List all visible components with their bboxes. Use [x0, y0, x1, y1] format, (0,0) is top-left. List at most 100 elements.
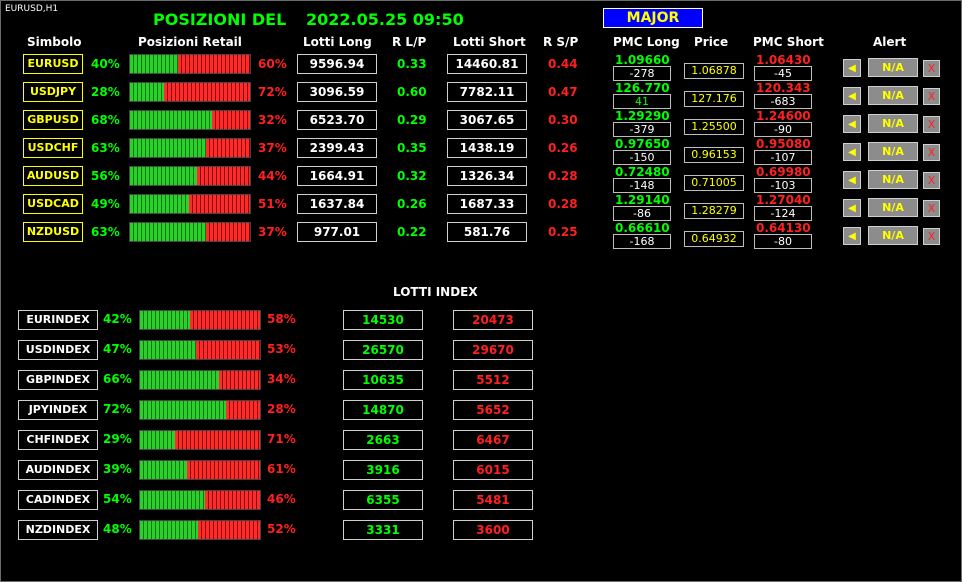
header-simbolo: Simbolo	[27, 35, 82, 49]
retail-bar	[129, 166, 251, 186]
index-button-jpyindex[interactable]: JPYINDEX	[18, 400, 98, 420]
symbol-button-nzdusd[interactable]: NZDUSD	[23, 222, 83, 242]
index-bar-short-fill	[205, 491, 260, 509]
pmc-short-diff: -80	[754, 234, 812, 249]
alert-value-button[interactable]: N/A	[868, 170, 918, 189]
symbol-button-gbpusd[interactable]: GBPUSD	[23, 110, 83, 130]
index-button-cadindex[interactable]: CADINDEX	[18, 490, 98, 510]
r-lp-value: 0.32	[397, 169, 427, 183]
index-short-lots: 29670	[453, 340, 533, 360]
r-sp-value: 0.28	[548, 169, 578, 183]
alert-bell-icon[interactable]: ◀	[843, 227, 861, 245]
index-bar	[139, 310, 261, 330]
alert-value-button[interactable]: N/A	[868, 86, 918, 105]
index-button-chfindex[interactable]: CHFINDEX	[18, 430, 98, 450]
megaphone-icon: ◀	[848, 202, 856, 214]
index-button-gbpindex[interactable]: GBPINDEX	[18, 370, 98, 390]
index-bar-long-fill	[140, 491, 205, 509]
r-lp-value: 0.29	[397, 113, 427, 127]
pmc-short-diff: -683	[754, 94, 812, 109]
price-value: 0.64932	[684, 231, 744, 247]
index-short-lots: 5652	[453, 400, 533, 420]
alert-bell-icon[interactable]: ◀	[843, 59, 861, 77]
symbol-button-audusd[interactable]: AUDUSD	[23, 166, 83, 186]
alert-bell-icon[interactable]: ◀	[843, 115, 861, 133]
header-r-sp: R S/P	[543, 35, 579, 49]
index-button-nzdindex[interactable]: NZDINDEX	[18, 520, 98, 540]
index-long-percent: 54%	[103, 492, 132, 506]
long-percent: 63%	[91, 225, 120, 239]
index-long-lots: 10635	[343, 370, 423, 390]
symbol-button-usdcad[interactable]: USDCAD	[23, 194, 83, 214]
pmc-long-diff: -168	[613, 234, 671, 249]
alert-bell-icon[interactable]: ◀	[843, 87, 861, 105]
alert-value-button[interactable]: N/A	[868, 58, 918, 77]
index-short-lots: 3600	[453, 520, 533, 540]
pmc-short-value: 1.06430	[756, 53, 811, 67]
retail-bar	[129, 54, 251, 74]
index-bar-long-fill	[140, 341, 196, 359]
index-bar-short-fill	[226, 401, 260, 419]
lotti-short-box: 581.76	[447, 222, 527, 242]
index-bar-short-fill	[198, 521, 260, 539]
index-long-lots: 3331	[343, 520, 423, 540]
alert-delete-button[interactable]: X	[923, 60, 940, 77]
index-bar	[139, 490, 261, 510]
lotti-short-box: 1687.33	[447, 194, 527, 214]
r-sp-value: 0.47	[548, 85, 578, 99]
retail-bar-short-fill	[206, 139, 250, 157]
alert-delete-button[interactable]: X	[923, 116, 940, 133]
index-bar	[139, 340, 261, 360]
alert-value-button[interactable]: N/A	[868, 226, 918, 245]
index-short-percent: 34%	[267, 372, 296, 386]
symbol-button-eurusd[interactable]: EURUSD	[23, 54, 83, 74]
short-percent: 60%	[258, 57, 287, 71]
megaphone-icon: ◀	[848, 62, 856, 74]
long-percent: 68%	[91, 113, 120, 127]
index-button-eurindex[interactable]: EURINDEX	[18, 310, 98, 330]
alert-delete-button[interactable]: X	[923, 88, 940, 105]
page-title: POSIZIONI DEL	[153, 10, 287, 29]
lotti-long-box: 9596.94	[297, 54, 377, 74]
short-percent: 37%	[258, 141, 287, 155]
index-short-lots: 6467	[453, 430, 533, 450]
alert-bell-icon[interactable]: ◀	[843, 171, 861, 189]
alert-value-button[interactable]: N/A	[868, 198, 918, 217]
alert-value-button[interactable]: N/A	[868, 114, 918, 133]
alert-bell-icon[interactable]: ◀	[843, 143, 861, 161]
alert-delete-button[interactable]: X	[923, 172, 940, 189]
retail-bar	[129, 82, 251, 102]
symbol-button-usdchf[interactable]: USDCHF	[23, 138, 83, 158]
header-lotti-short: Lotti Short	[453, 35, 526, 49]
r-lp-value: 0.26	[397, 197, 427, 211]
retail-bar-short-fill	[206, 223, 250, 241]
major-button[interactable]: MAJOR	[603, 8, 703, 28]
alert-delete-button[interactable]: X	[923, 228, 940, 245]
symbol-button-usdjpy[interactable]: USDJPY	[23, 82, 83, 102]
index-short-percent: 58%	[267, 312, 296, 326]
r-lp-value: 0.33	[397, 57, 427, 71]
retail-bar-long-fill	[130, 55, 178, 73]
alert-delete-button[interactable]: X	[923, 144, 940, 161]
chart-symbol-label: EURUSD,H1	[5, 4, 59, 14]
retail-bar-short-fill	[197, 167, 250, 185]
retail-bar-short-fill	[212, 111, 250, 129]
pmc-short-value: 0.64130	[756, 221, 811, 235]
alert-delete-button[interactable]: X	[923, 200, 940, 217]
price-value: 0.71005	[684, 175, 744, 191]
long-percent: 40%	[91, 57, 120, 71]
index-button-audindex[interactable]: AUDINDEX	[18, 460, 98, 480]
alert-value-button[interactable]: N/A	[868, 142, 918, 161]
header-alert: Alert	[873, 35, 907, 49]
pmc-short-diff: -90	[754, 122, 812, 137]
price-value: 1.25500	[684, 119, 744, 135]
header-lotti-long: Lotti Long	[303, 35, 372, 49]
retail-bar-long-fill	[130, 139, 206, 157]
index-short-lots: 5481	[453, 490, 533, 510]
pmc-short-value: 0.95080	[756, 137, 811, 151]
alert-bell-icon[interactable]: ◀	[843, 199, 861, 217]
pmc-long-diff: 41	[613, 94, 671, 109]
long-percent: 28%	[91, 85, 120, 99]
pmc-long-diff: -148	[613, 178, 671, 193]
index-button-usdindex[interactable]: USDINDEX	[18, 340, 98, 360]
